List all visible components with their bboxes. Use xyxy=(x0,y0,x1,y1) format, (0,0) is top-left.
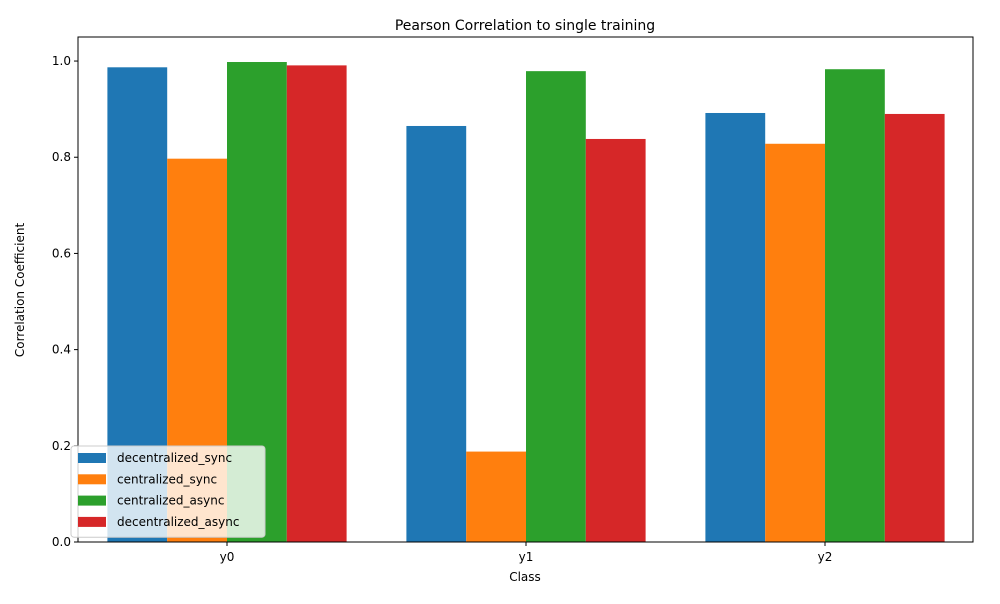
bar-decentralized_sync-y1 xyxy=(406,125,467,542)
y-tick-label-2: 0.4 xyxy=(52,343,71,357)
bar-centralized_sync-y1 xyxy=(466,451,526,542)
bar-decentralized_async-y1 xyxy=(585,138,646,542)
bars-group xyxy=(107,62,945,543)
bar-decentralized_sync-y2 xyxy=(705,112,766,543)
x-tick-label-y1: y1 xyxy=(519,550,534,564)
bar-decentralized_async-y2 xyxy=(884,113,945,542)
y-tick-label-5: 1.0 xyxy=(52,54,71,68)
bar-centralized_sync-y2 xyxy=(765,143,825,542)
legend-swatch-centralized_async xyxy=(78,495,106,506)
legend-box xyxy=(70,445,266,538)
legend-label-centralized_sync: centralized_sync xyxy=(117,472,217,486)
chart-title: Pearson Correlation to single training xyxy=(395,18,655,34)
x-axis-label: Class xyxy=(509,570,541,584)
legend-label-decentralized_async: decentralized_async xyxy=(117,515,239,529)
x-axis: y0 y1 y2 xyxy=(220,542,833,564)
legend-swatch-centralized_sync xyxy=(78,474,106,485)
y-tick-label-3: 0.6 xyxy=(52,246,71,260)
y-tick-label-0: 0.0 xyxy=(52,535,71,549)
legend-swatch-decentralized_async xyxy=(78,516,106,527)
y-tick-label-1: 0.2 xyxy=(52,439,71,453)
bar-centralized_async-y1 xyxy=(526,71,586,543)
legend-swatch-decentralized_sync xyxy=(78,453,106,463)
plot-frame xyxy=(77,36,974,543)
bar-decentralized_async-y0 xyxy=(286,65,347,542)
legend-label-centralized_async: centralized_async xyxy=(117,494,224,508)
legend: decentralized_sync centralized_synccentra… xyxy=(70,445,266,538)
x-tick-label-y0: y0 xyxy=(220,550,235,564)
x-tick-label-y2: y2 xyxy=(818,550,833,564)
legend-label-decentralized_sync: decentralized_sync xyxy=(117,451,232,465)
y-axis-label: Correlation Coefficient xyxy=(13,223,27,358)
y-tick-label-4: 0.8 xyxy=(52,150,71,164)
bar-centralized_async-y2 xyxy=(825,69,885,542)
